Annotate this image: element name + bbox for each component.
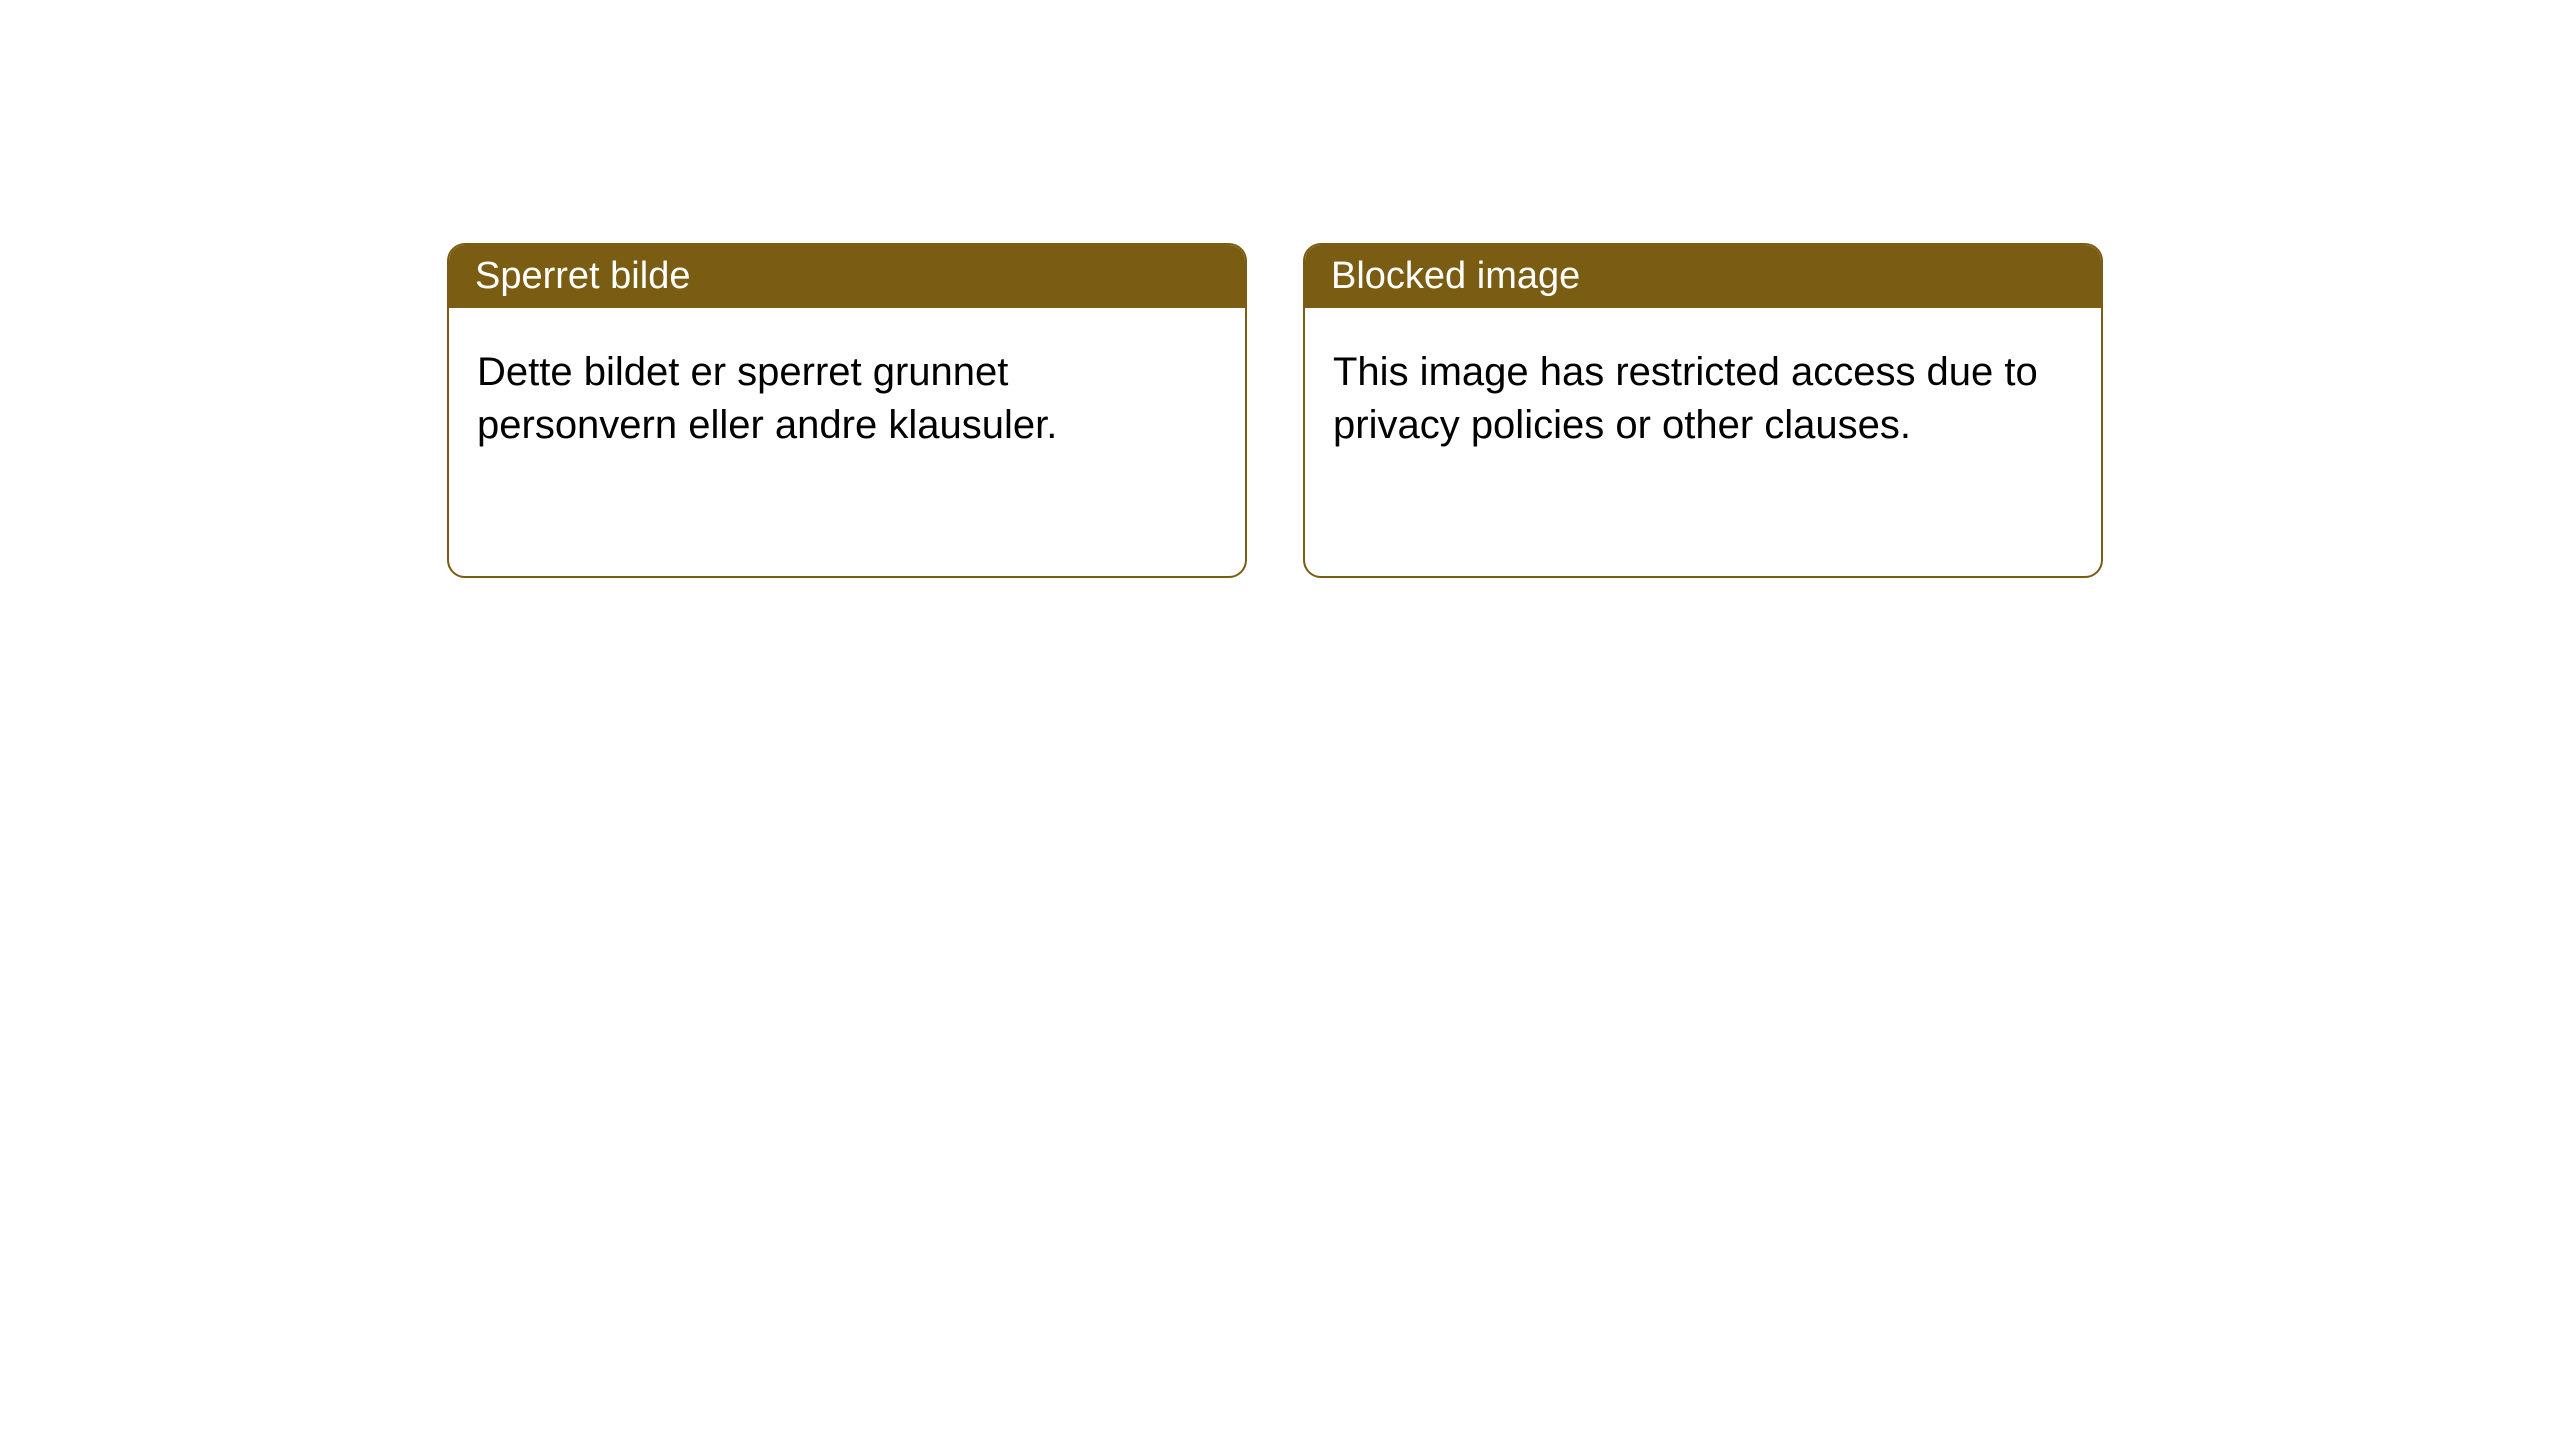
notice-container: Sperret bilde Dette bildet er sperret gr… <box>447 243 2103 578</box>
notice-box-norwegian: Sperret bilde Dette bildet er sperret gr… <box>447 243 1247 578</box>
notice-box-english: Blocked image This image has restricted … <box>1303 243 2103 578</box>
notice-body-norwegian: Dette bildet er sperret grunnet personve… <box>449 308 1245 490</box>
notice-header-norwegian: Sperret bilde <box>449 245 1245 308</box>
notice-header-english: Blocked image <box>1305 245 2101 308</box>
notice-body-english: This image has restricted access due to … <box>1305 308 2101 490</box>
